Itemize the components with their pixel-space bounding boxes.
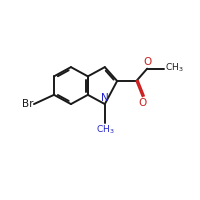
Text: CH$_3$: CH$_3$ <box>165 62 183 74</box>
Text: O: O <box>143 57 151 67</box>
Text: Br: Br <box>22 99 33 109</box>
Text: N: N <box>101 93 109 103</box>
Text: CH$_3$: CH$_3$ <box>96 123 115 136</box>
Text: O: O <box>139 98 147 108</box>
